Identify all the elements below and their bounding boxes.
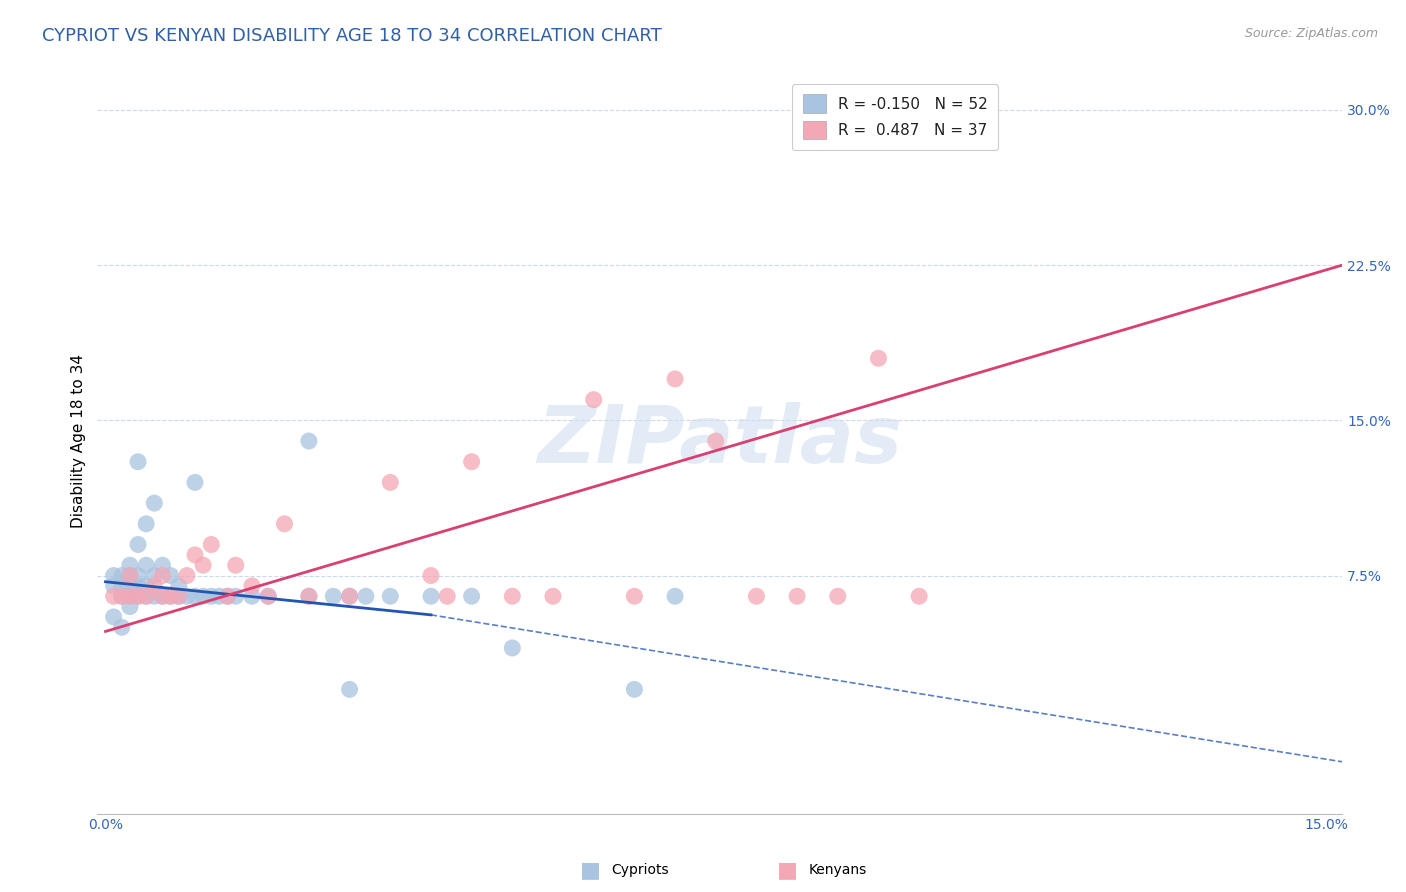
Point (143, 496, 166, 510)
Point (208, 589, 231, 603)
Point (111, 620, 134, 634)
Point (135, 558, 157, 573)
Point (127, 537, 149, 551)
Point (118, 568, 141, 582)
Point (257, 589, 280, 603)
Text: CYPRIOT VS KENYAN DISABILITY AGE 18 TO 34 CORRELATION CHART: CYPRIOT VS KENYAN DISABILITY AGE 18 TO 3… (42, 27, 662, 45)
Point (298, 589, 321, 603)
Point (217, 589, 239, 603)
Point (103, 589, 125, 603)
Point (118, 589, 141, 603)
Text: ZIPatlas: ZIPatlas (537, 402, 903, 480)
Point (460, 589, 482, 603)
Point (176, 589, 198, 603)
Point (420, 589, 443, 603)
Point (582, 392, 605, 407)
Point (420, 568, 443, 582)
Point (127, 568, 149, 582)
Point (298, 434, 321, 448)
Point (501, 589, 523, 603)
Point (118, 568, 141, 582)
Point (135, 589, 157, 603)
Text: Source: ZipAtlas.com: Source: ZipAtlas.com (1244, 27, 1378, 40)
Point (111, 579, 134, 593)
Point (541, 589, 564, 603)
Point (339, 682, 361, 697)
Point (436, 589, 458, 603)
Point (159, 568, 181, 582)
Point (103, 610, 125, 624)
Text: Kenyans: Kenyans (808, 863, 866, 877)
Point (257, 589, 280, 603)
Point (103, 579, 125, 593)
Point (152, 558, 174, 573)
Point (460, 455, 482, 469)
Point (908, 589, 931, 603)
Point (159, 589, 181, 603)
Point (501, 640, 523, 655)
Point (868, 351, 890, 366)
Point (704, 434, 727, 448)
Point (745, 589, 768, 603)
Point (111, 589, 134, 603)
Point (118, 589, 141, 603)
Point (143, 589, 166, 603)
Point (176, 568, 198, 582)
Text: ■: ■ (778, 860, 797, 880)
Point (354, 589, 377, 603)
Point (184, 475, 207, 490)
Point (339, 589, 361, 603)
Point (152, 589, 174, 603)
Point (240, 579, 263, 593)
Point (118, 599, 141, 614)
Point (127, 579, 149, 593)
Point (191, 589, 214, 603)
Point (127, 589, 149, 603)
Point (664, 372, 686, 386)
Text: Cypriots: Cypriots (612, 863, 669, 877)
Point (786, 589, 808, 603)
Point (135, 579, 157, 593)
Point (143, 568, 166, 582)
Point (152, 589, 174, 603)
Point (184, 589, 207, 603)
Point (103, 568, 125, 582)
Point (127, 455, 149, 469)
Legend: R = -0.150   N = 52, R =  0.487   N = 37: R = -0.150 N = 52, R = 0.487 N = 37 (792, 84, 998, 150)
Point (118, 579, 141, 593)
Point (827, 589, 849, 603)
Point (339, 589, 361, 603)
Point (118, 558, 141, 573)
Point (240, 589, 263, 603)
Point (167, 579, 190, 593)
Point (273, 516, 295, 531)
Point (152, 568, 174, 582)
Point (623, 589, 645, 603)
Point (111, 589, 134, 603)
Point (135, 589, 157, 603)
Point (184, 548, 207, 562)
Point (225, 558, 247, 573)
Point (322, 589, 344, 603)
Point (191, 558, 214, 573)
Point (217, 589, 239, 603)
Point (127, 589, 149, 603)
Point (143, 579, 166, 593)
Point (380, 475, 402, 490)
Point (111, 568, 134, 582)
Y-axis label: Disability Age 18 to 34: Disability Age 18 to 34 (72, 354, 86, 528)
Point (623, 682, 645, 697)
Point (664, 589, 686, 603)
Point (225, 589, 247, 603)
Point (159, 589, 181, 603)
Point (167, 589, 190, 603)
Point (200, 589, 222, 603)
Point (380, 589, 402, 603)
Text: ■: ■ (581, 860, 600, 880)
Point (167, 589, 190, 603)
Point (298, 589, 321, 603)
Point (200, 537, 222, 551)
Point (135, 516, 157, 531)
